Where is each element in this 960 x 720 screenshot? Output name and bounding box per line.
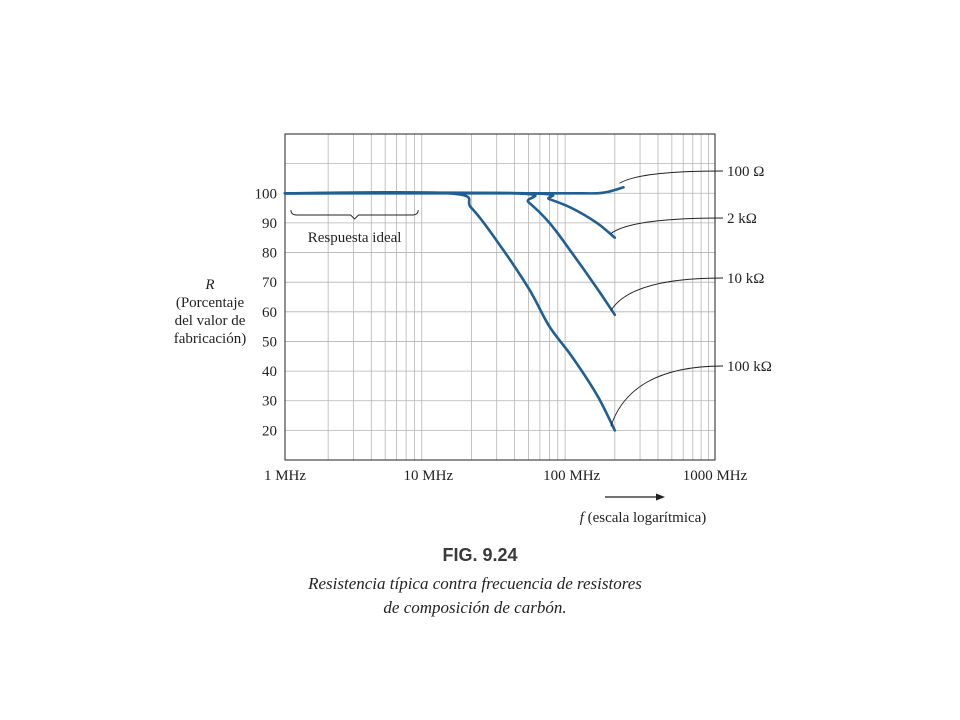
ideal-response-annotation: Respuesta ideal xyxy=(290,209,419,246)
leader-line xyxy=(619,170,724,184)
series-labels: 100 Ω 2 kΩ 10 kΩ 100 kΩ xyxy=(610,164,772,427)
plot-frame xyxy=(284,133,716,461)
y-axis-label-line-1: R xyxy=(205,277,215,293)
y-tick-label: 40 xyxy=(262,364,277,380)
y-axis-label-line-3: del valor de xyxy=(174,313,246,329)
x-axis-label-text: f (escala logarítmica) xyxy=(580,510,707,526)
leader-line xyxy=(610,277,724,312)
y-tick-label: 80 xyxy=(262,246,277,262)
grid xyxy=(285,134,715,460)
series-line xyxy=(283,190,617,432)
y-tick-label: 100 xyxy=(255,186,278,202)
y-axis-label-line-4: fabricación) xyxy=(173,331,247,347)
ideal-response-brace xyxy=(290,209,419,220)
x-tick-label: 10 MHz xyxy=(404,468,454,484)
curves xyxy=(283,186,625,432)
x-tick-label: 100 MHz xyxy=(543,468,600,484)
y-tick-label: 60 xyxy=(262,305,277,321)
y-tick-label: 30 xyxy=(262,394,277,410)
y-tick-label: 70 xyxy=(262,275,277,291)
y-tick-label: 20 xyxy=(262,423,277,439)
series-label: 100 kΩ xyxy=(727,359,772,375)
figure-caption-line-1: Resistencia típica contra frecuencia de … xyxy=(308,574,642,593)
series-label: 10 kΩ xyxy=(727,271,764,287)
x-axis-arrow-head xyxy=(656,493,665,501)
y-axis-label: R (Porcentaje del valor de fabricación) xyxy=(160,276,260,348)
leader-line xyxy=(610,365,724,427)
y-tick-label: 50 xyxy=(262,334,277,350)
series-label: 2 kΩ xyxy=(727,211,757,227)
ideal-response-label: Respuesta ideal xyxy=(308,230,402,246)
y-tick-label: 90 xyxy=(262,216,277,232)
leader-line xyxy=(610,217,724,235)
x-axis-label: f (escala logarítmica) xyxy=(580,493,707,526)
y-tick-labels: 20 30 40 50 60 70 80 90 100 xyxy=(255,186,278,439)
figure-caption: Resistencia típica contra frecuencia de … xyxy=(0,572,950,620)
figure-caption-line-2: de composición de carbón. xyxy=(383,598,567,617)
x-tick-label: 1000 MHz xyxy=(683,468,748,484)
x-tick-label: 1 MHz xyxy=(264,468,306,484)
y-axis-label-line-2: (Porcentaje xyxy=(175,295,245,311)
x-tick-labels: 1 MHz 10 MHz 100 MHz 1000 MHz xyxy=(264,468,748,484)
figure-title: FIG. 9.24 xyxy=(442,545,518,565)
series-label: 100 Ω xyxy=(727,164,764,180)
